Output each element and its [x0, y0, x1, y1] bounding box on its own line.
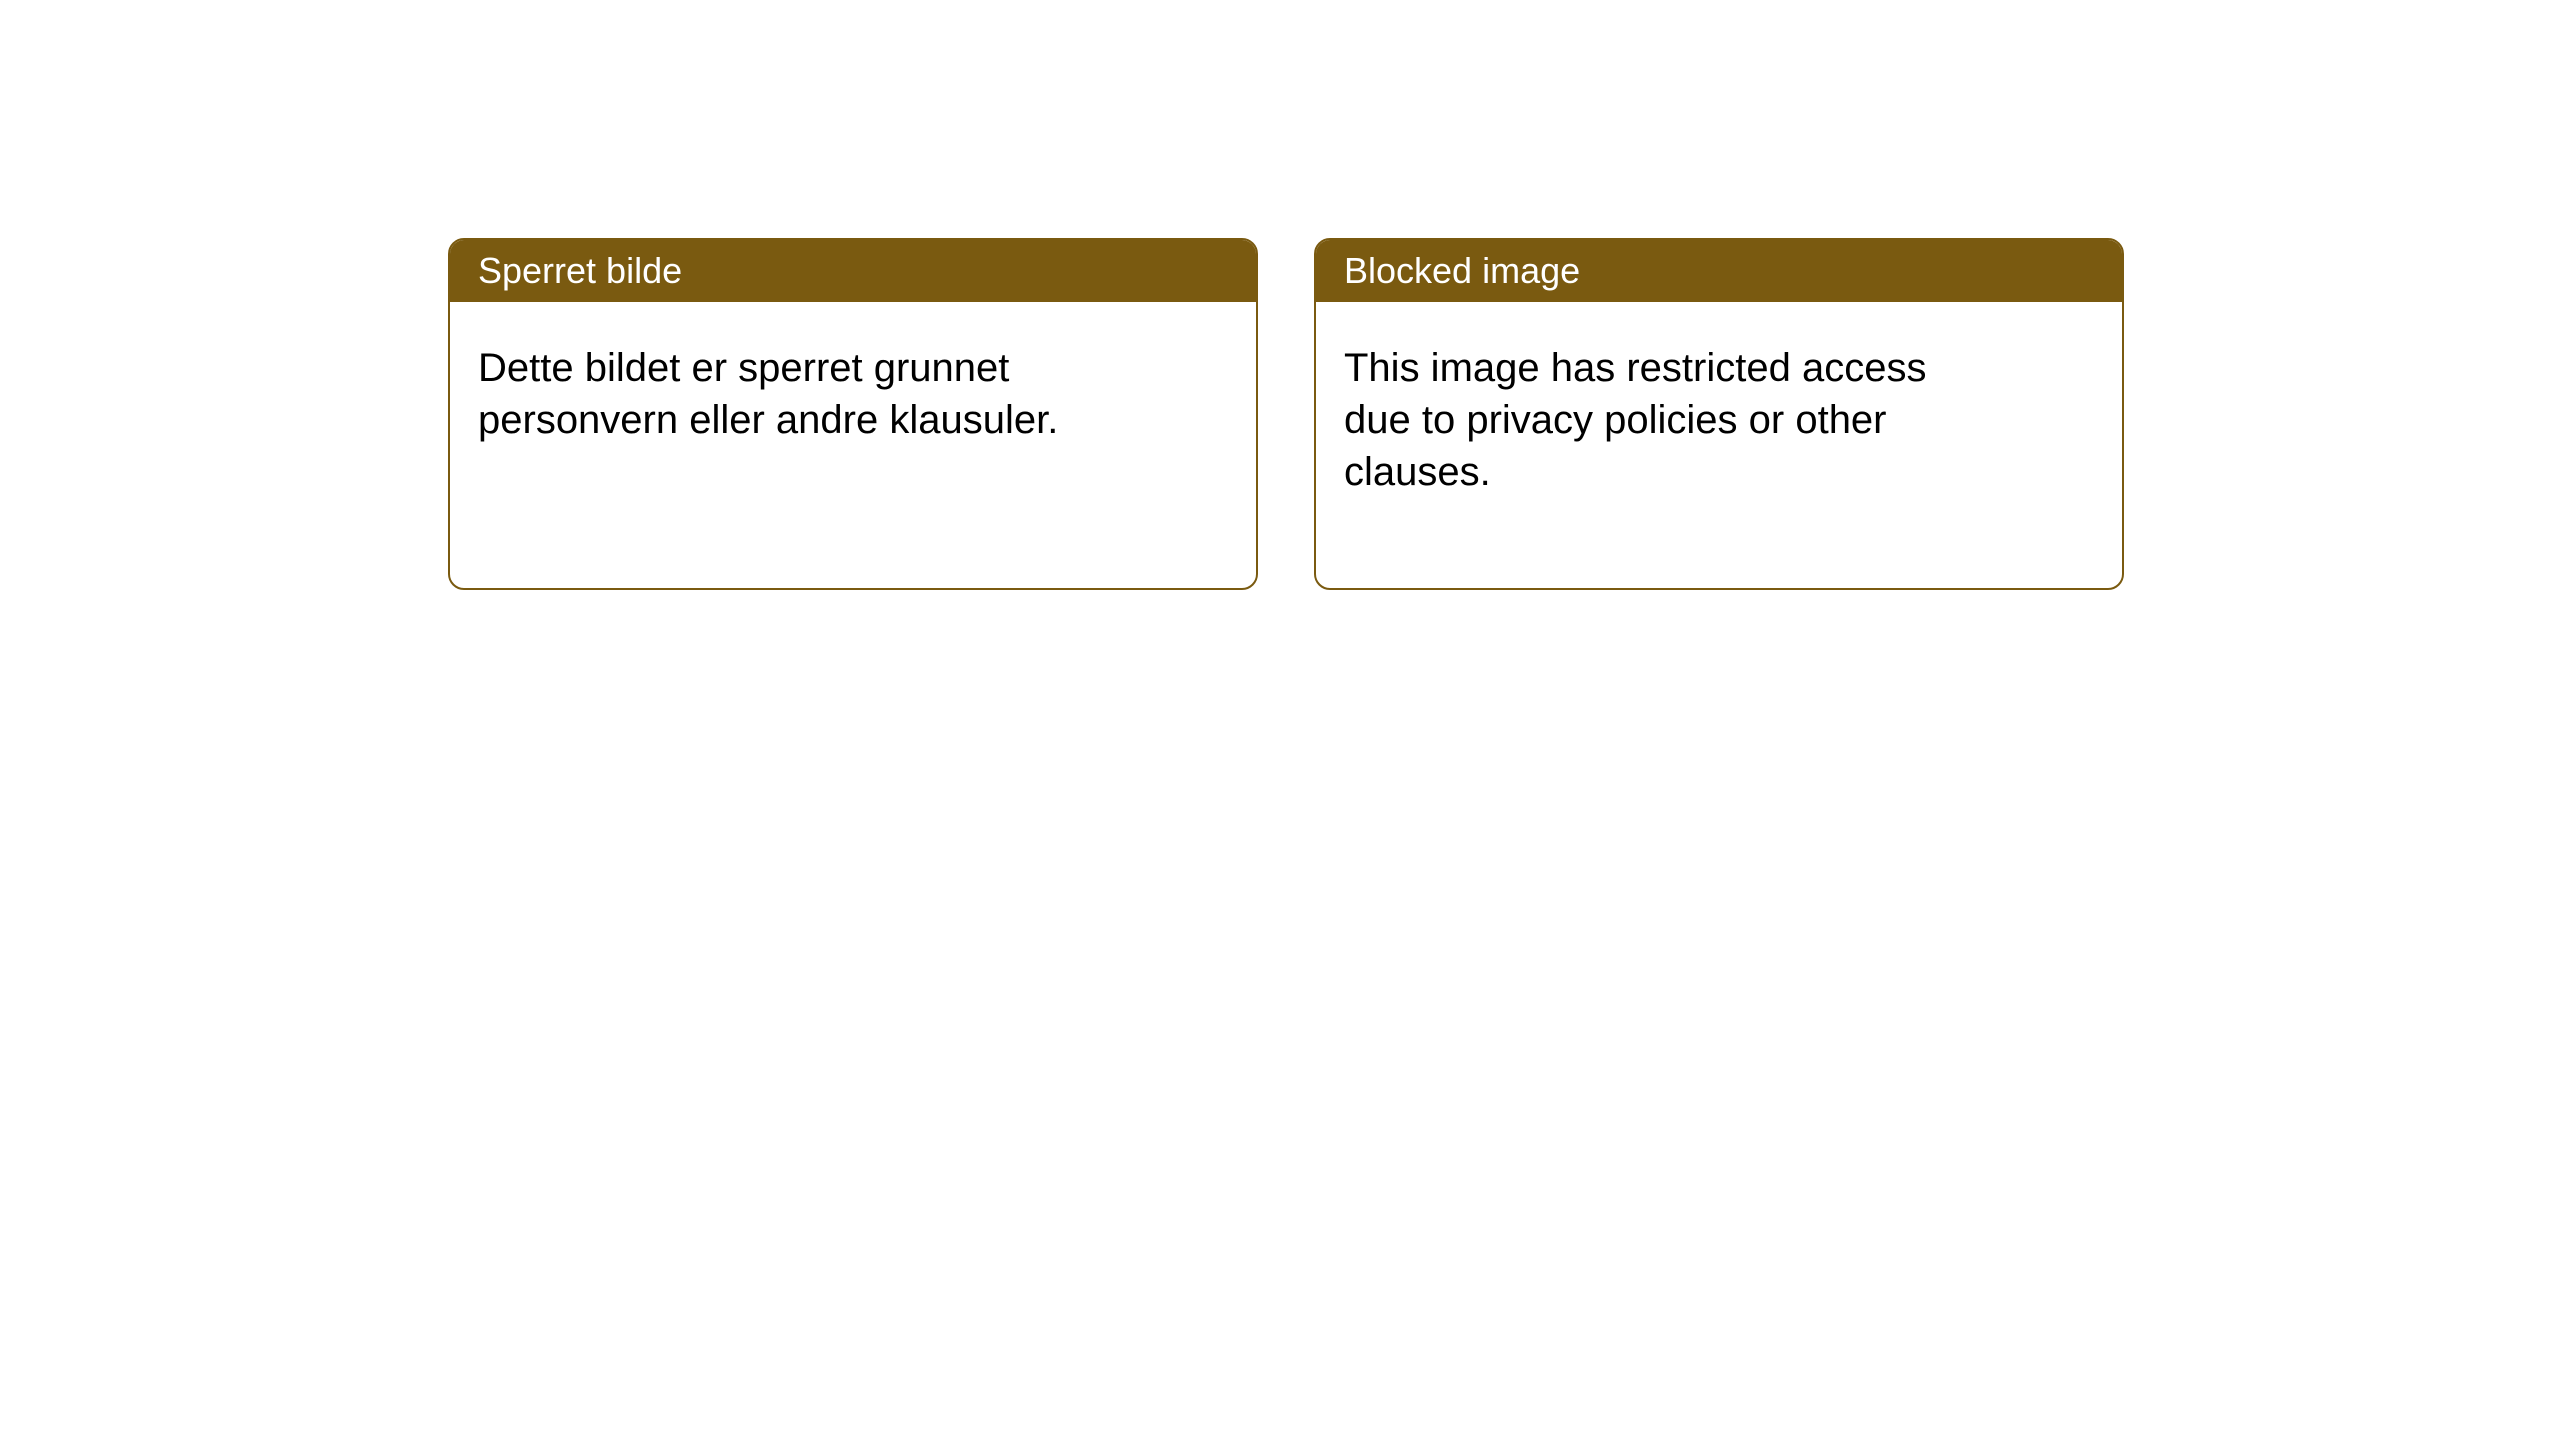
notice-header: Blocked image [1316, 240, 2122, 302]
notice-title: Sperret bilde [478, 250, 682, 291]
notice-body-text: Dette bildet er sperret grunnet personve… [478, 346, 1058, 442]
notice-card-english: Blocked image This image has restricted … [1314, 238, 2124, 590]
notice-header: Sperret bilde [450, 240, 1256, 302]
notice-body: This image has restricted access due to … [1316, 302, 2016, 588]
notice-card-norwegian: Sperret bilde Dette bildet er sperret gr… [448, 238, 1258, 590]
notice-title: Blocked image [1344, 250, 1580, 291]
notice-body: Dette bildet er sperret grunnet personve… [450, 302, 1150, 536]
notice-container: Sperret bilde Dette bildet er sperret gr… [0, 0, 2560, 590]
notice-body-text: This image has restricted access due to … [1344, 346, 1926, 494]
